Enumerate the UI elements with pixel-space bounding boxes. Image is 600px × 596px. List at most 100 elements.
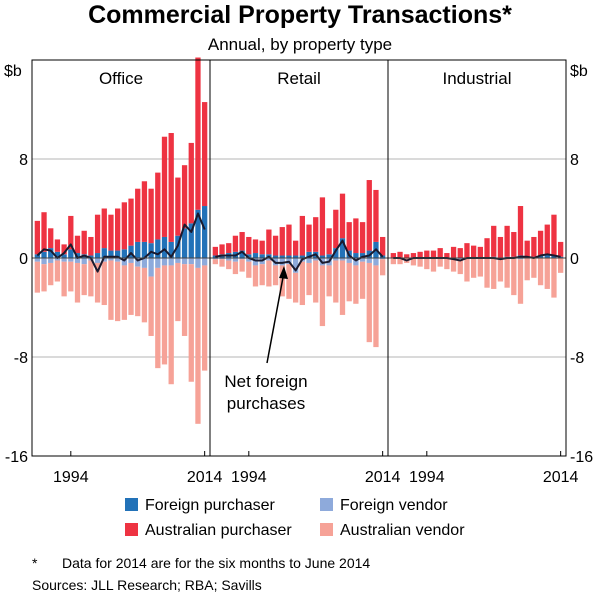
y-tick-label-left: 8 — [19, 152, 28, 169]
bar-australian-vendor — [339, 260, 346, 315]
bar-australian-vendor — [88, 260, 94, 297]
bar-foreign-purchaser — [279, 255, 285, 258]
bar-australian-purchaser — [266, 229, 272, 255]
x-tick-label: 1994 — [231, 469, 267, 486]
bar-australian-vendor — [48, 262, 54, 286]
bar-foreign-purchaser — [246, 254, 252, 258]
legend: Foreign purchaser Foreign vendor Australia… — [125, 497, 465, 539]
bar-australian-vendor — [450, 258, 457, 272]
bar-australian-purchaser — [202, 102, 208, 207]
bar-australian-purchaser — [424, 250, 430, 258]
bar-australian-vendor — [141, 267, 148, 323]
bar-foreign-vendor — [232, 258, 239, 262]
bar-foreign-purchaser — [252, 253, 259, 258]
bar-foreign-purchaser — [148, 243, 154, 258]
bar-australian-vendor — [531, 258, 537, 278]
chart-title: Commercial Property Transactions* — [88, 1, 512, 29]
bar-foreign-vendor — [48, 258, 54, 263]
bar-foreign-purchaser — [94, 253, 101, 258]
x-tick-label: 2014 — [187, 469, 223, 486]
bar-australian-purchaser — [471, 245, 477, 258]
bar-australian-purchaser — [444, 253, 450, 258]
bar-australian-vendor — [397, 258, 403, 265]
bar-australian-vendor — [246, 261, 252, 278]
bar-australian-vendor — [101, 261, 107, 306]
y-tick-label-right: 8 — [570, 152, 579, 169]
plot-frame — [31, 59, 567, 457]
bar-foreign-vendor — [54, 258, 61, 261]
bar-australian-purchaser — [188, 142, 194, 224]
bar-australian-vendor — [219, 259, 225, 267]
bar-australian-purchaser — [181, 165, 188, 229]
bar-australian-vendor — [155, 267, 161, 369]
bar-foreign-purchaser — [286, 255, 292, 258]
bar-foreign-purchaser — [326, 254, 332, 258]
bar-australian-vendor — [380, 259, 386, 276]
bar-australian-vendor — [195, 267, 201, 424]
bar-australian-vendor — [424, 258, 430, 270]
bar-australian-purchaser — [484, 238, 490, 258]
bar-foreign-purchaser — [544, 254, 550, 258]
bar-foreign-purchaser — [195, 209, 201, 258]
bar-foreign-vendor — [81, 258, 87, 265]
bar-australian-vendor — [437, 258, 443, 267]
bar-australian-vendor — [299, 261, 305, 306]
bar-australian-purchaser — [430, 250, 437, 258]
bar-australian-vendor — [168, 265, 174, 385]
bar-australian-purchaser — [524, 240, 530, 257]
bar-australian-purchaser — [544, 224, 550, 255]
bar-foreign-purchaser — [61, 254, 67, 258]
bar-australian-purchaser — [175, 177, 181, 236]
bar-australian-purchaser — [108, 214, 114, 251]
bar-foreign-vendor — [457, 258, 463, 260]
bar-australian-vendor — [504, 258, 510, 288]
bar-foreign-vendor — [313, 258, 319, 261]
bar-australian-vendor — [293, 272, 299, 303]
legend-swatch-australian-purchaser — [125, 523, 138, 536]
bar-australian-vendor — [444, 258, 450, 270]
bar-foreign-purchaser — [54, 251, 61, 258]
bar-australian-purchaser — [551, 214, 557, 256]
bar-australian-purchaser — [333, 209, 339, 249]
bar-australian-vendor — [511, 258, 517, 296]
bar-australian-vendor — [497, 259, 504, 282]
bar-foreign-vendor — [108, 258, 114, 261]
bar-foreign-purchaser — [128, 245, 134, 258]
bar-foreign-purchaser — [272, 255, 279, 258]
bar-foreign-vendor — [239, 258, 245, 260]
bar-foreign-vendor — [68, 258, 74, 262]
bar-foreign-purchaser — [359, 253, 366, 258]
bar-australian-purchaser — [517, 206, 524, 256]
bar-australian-purchaser — [74, 235, 81, 254]
bar-foreign-vendor — [226, 258, 232, 261]
bar-foreign-vendor — [373, 258, 379, 266]
sources-line: Sources: JLL Research; RBA; Savills — [32, 577, 262, 593]
bar-australian-vendor — [373, 265, 379, 348]
bar-australian-purchaser — [457, 248, 463, 258]
bar-foreign-purchaser — [88, 255, 94, 258]
bar-australian-purchaser — [61, 244, 67, 255]
bar-australian-purchaser — [326, 228, 332, 255]
bar-australian-purchaser — [128, 198, 134, 246]
bar-australian-vendor — [121, 265, 127, 320]
y-axis-unit-right: $b — [570, 63, 588, 80]
panel-title: Industrial — [443, 69, 512, 88]
bar-australian-vendor — [457, 259, 463, 275]
bar-australian-vendor — [74, 262, 81, 303]
net-foreign-line — [215, 239, 384, 272]
bar-foreign-vendor — [181, 258, 188, 265]
x-tick-label: 2014 — [543, 469, 579, 486]
bar-australian-purchaser — [531, 236, 537, 257]
bar-foreign-vendor — [346, 258, 352, 263]
y-tick-label-left: -8 — [14, 350, 28, 367]
bar-australian-purchaser — [504, 225, 510, 257]
bar-australian-purchaser — [417, 251, 423, 258]
legend-label-foreign-purchaser: Foreign purchaser — [145, 497, 276, 514]
bar-australian-vendor — [108, 260, 114, 320]
bar-foreign-purchaser — [108, 250, 114, 258]
bar-australian-purchaser — [226, 243, 232, 254]
bar-australian-vendor — [34, 261, 40, 293]
bar-australian-vendor — [259, 264, 265, 286]
bar-australian-vendor — [135, 266, 141, 317]
